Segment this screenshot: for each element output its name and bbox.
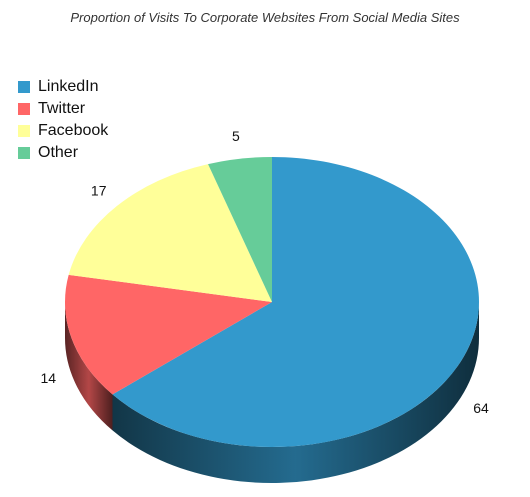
pie-value-label-other: 5 — [232, 128, 240, 144]
pie-slice-facebook — [68, 164, 273, 302]
pie-value-label-twitter: 14 — [40, 370, 56, 386]
legend-item-twitter: Twitter — [18, 98, 108, 120]
legend-swatch-twitter — [18, 103, 30, 115]
pie-slice-linkedin — [112, 157, 480, 448]
legend-label-facebook: Facebook — [38, 122, 109, 139]
legend-label-linkedin: LinkedIn — [38, 78, 99, 95]
pie-value-label-facebook: 17 — [91, 182, 107, 198]
pie-side-linkedin — [112, 302, 480, 483]
legend-item-linkedin: LinkedIn — [18, 76, 108, 98]
pie-side-twitter — [65, 302, 113, 431]
pie-slice-other — [208, 157, 272, 302]
legend-item-facebook: Facebook — [18, 120, 108, 142]
legend-label-twitter: Twitter — [38, 100, 86, 117]
legend-label-other: Other — [38, 144, 79, 161]
legend-item-other: Other — [18, 142, 108, 164]
pie-value-label-linkedin: 64 — [473, 400, 489, 416]
pie-slice-twitter — [65, 274, 273, 395]
legend: LinkedIn Twitter Facebook Other — [18, 76, 108, 164]
legend-swatch-facebook — [18, 125, 30, 137]
legend-swatch-other — [18, 147, 30, 159]
legend-swatch-linkedin — [18, 81, 30, 93]
chart-title: Proportion of Visits To Corporate Websit… — [70, 10, 460, 25]
